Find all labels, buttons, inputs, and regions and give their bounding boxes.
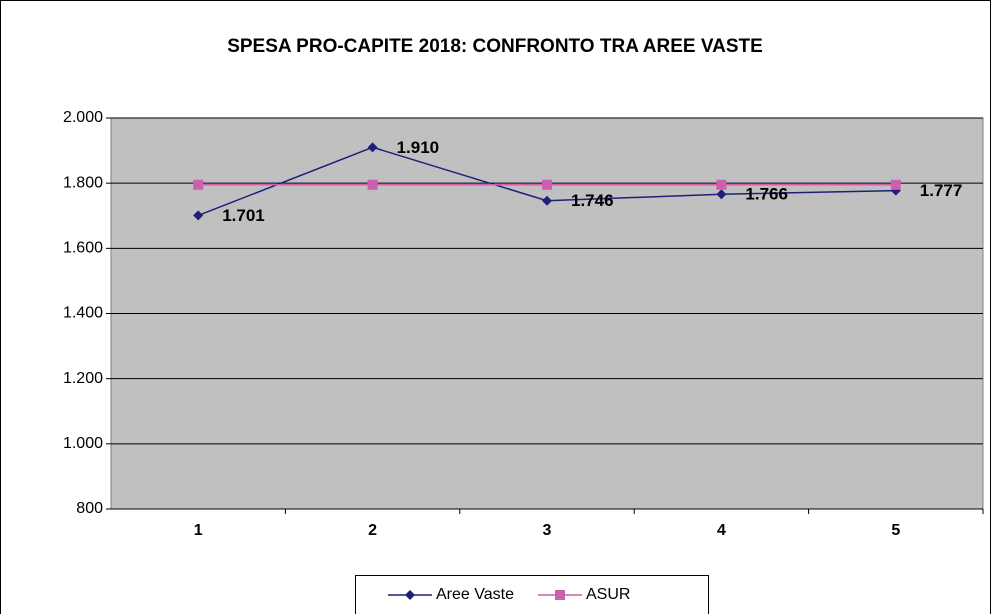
x-tick-label: 4 (717, 522, 726, 539)
point (542, 179, 552, 190)
chart-title: SPESA PRO-CAPITE 2018: CONFRONTO TRA ARE… (227, 36, 763, 57)
y-tick-label: 1.000 (63, 435, 103, 452)
x-tick-label: 3 (543, 522, 552, 539)
point (367, 179, 378, 190)
data-label: 1.701 (222, 206, 265, 225)
data-label: 1.766 (745, 185, 788, 204)
y-tick-label: 1.800 (63, 174, 103, 191)
point (193, 210, 204, 221)
data-label: 1.910 (397, 138, 440, 157)
legend-label: ASUR (586, 586, 630, 603)
data-label: 1.777 (920, 181, 963, 200)
point (193, 179, 204, 190)
legend-label: Aree Vaste (436, 586, 514, 603)
y-tick-label: 800 (76, 500, 103, 517)
point (542, 195, 552, 206)
y-tick-label: 2.000 (63, 109, 103, 126)
y-tick-label: 1.400 (63, 305, 103, 322)
x-tick-label: 1 (194, 522, 203, 539)
y-tick-label: 1.600 (63, 240, 103, 257)
point (890, 179, 901, 190)
point (716, 179, 727, 190)
data-label: 1.746 (571, 191, 614, 210)
y-tick-label: 1.200 (63, 370, 103, 387)
x-tick-label: 2 (368, 522, 377, 539)
legend-marker (555, 590, 565, 600)
point (716, 189, 727, 200)
point (367, 142, 378, 153)
x-tick-label: 5 (891, 522, 900, 539)
legend-marker (405, 590, 415, 600)
